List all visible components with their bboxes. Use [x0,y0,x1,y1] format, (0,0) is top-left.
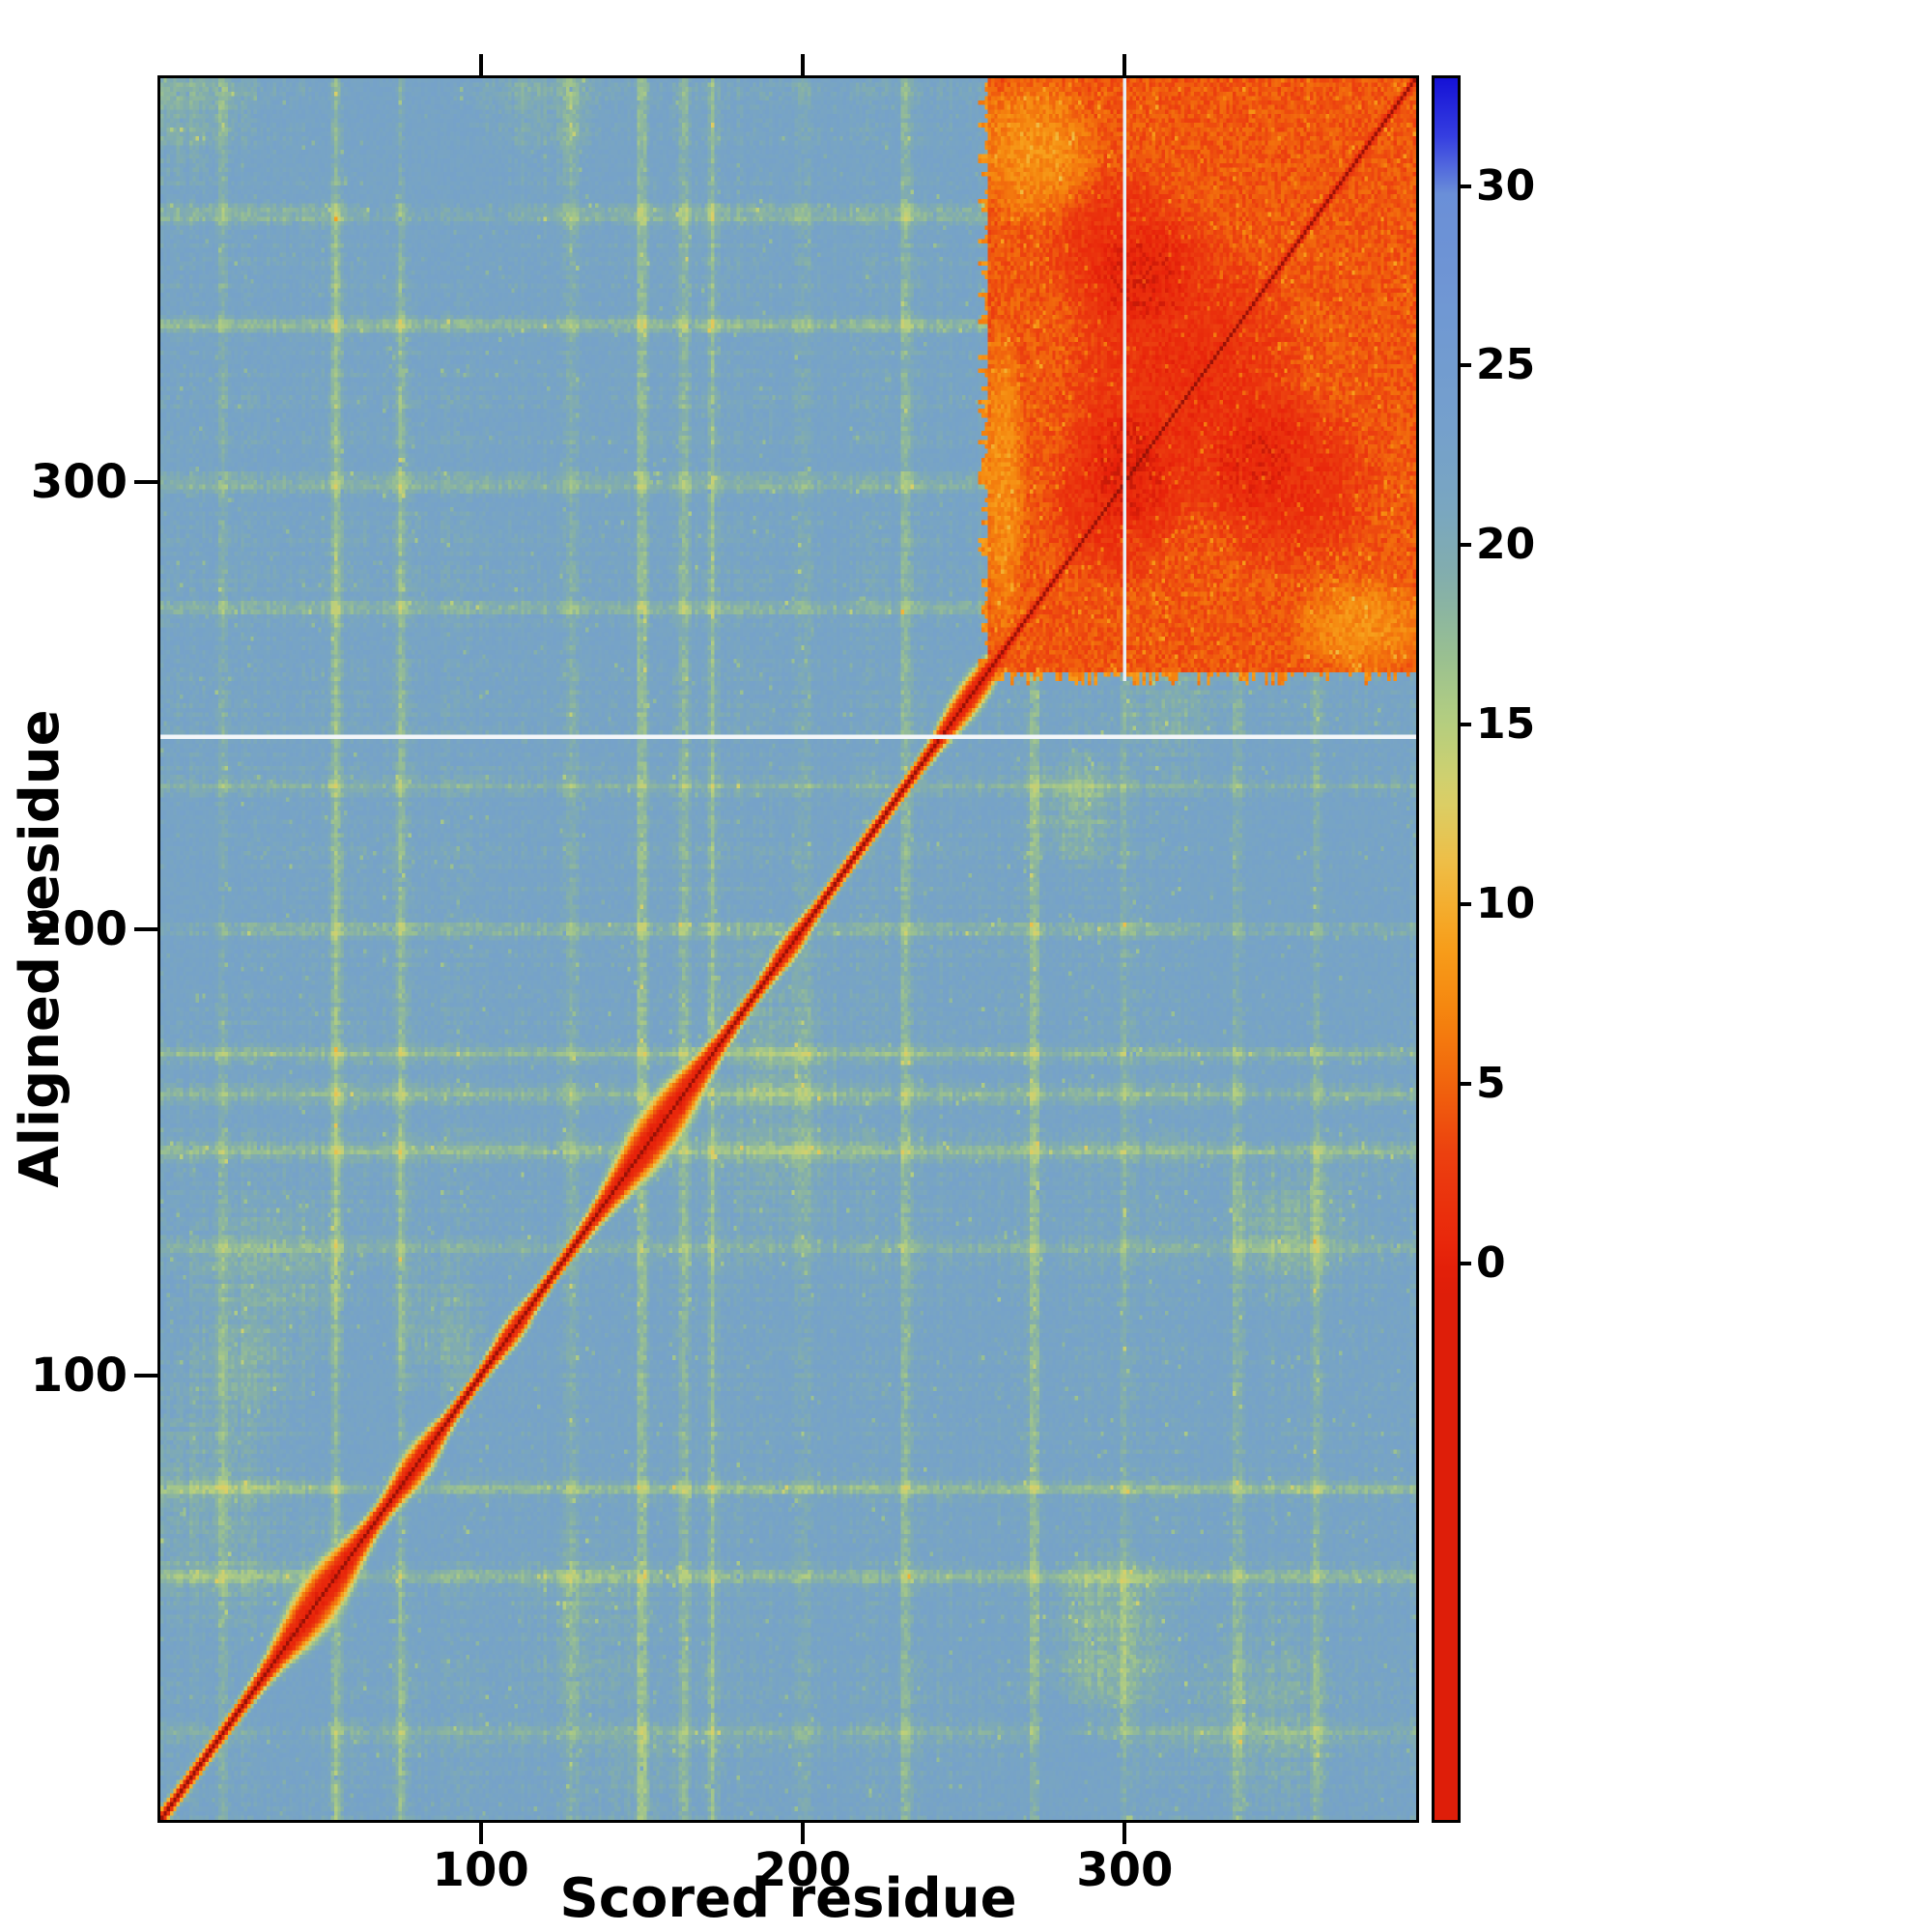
y-tick-mark [134,480,157,485]
y-tick-label: 300 [30,455,128,510]
x-tick-mark [478,1823,483,1844]
x-tick-mark [801,1823,805,1844]
colorbar-tick-label: 10 [1476,879,1536,929]
x-tick-mark [1122,1823,1127,1844]
plot-area [157,75,1419,1823]
x-tick-label: 100 [432,1843,529,1897]
x-tick-label: 200 [753,1843,852,1897]
colorbar-tick-label: 20 [1476,520,1536,570]
colorbar-tick-mark [1460,543,1471,548]
y-tick-label: 200 [30,901,128,956]
colorbar-tick-mark [1460,363,1471,368]
colorbar-gradient [1435,78,1458,1820]
y-tick-label: 100 [30,1349,128,1403]
colorbar-tick-mark [1460,1261,1471,1265]
x-tick-label: 300 [1076,1843,1174,1897]
heatmap-canvas [160,78,1416,1820]
x-axis-title: Scored residue [559,1867,1017,1930]
colorbar-tick-mark [1460,723,1471,727]
colorbar-tick-label: 0 [1476,1237,1506,1288]
colorbar-tick-mark [1460,184,1471,188]
colorbar [1432,75,1461,1823]
colorbar-tick-label: 30 [1476,160,1536,211]
colorbar-tick-label: 25 [1476,340,1536,390]
y-tick-mark [134,926,157,931]
x-top-tick-mark [1122,54,1127,75]
colorbar-tick-label: 5 [1476,1058,1506,1108]
colorbar-tick-mark [1460,1081,1471,1086]
y-tick-mark [134,1374,157,1378]
colorbar-tick-mark [1460,902,1471,907]
x-top-tick-mark [478,54,483,75]
colorbar-tick-label: 15 [1476,699,1536,750]
x-top-tick-mark [801,54,805,75]
